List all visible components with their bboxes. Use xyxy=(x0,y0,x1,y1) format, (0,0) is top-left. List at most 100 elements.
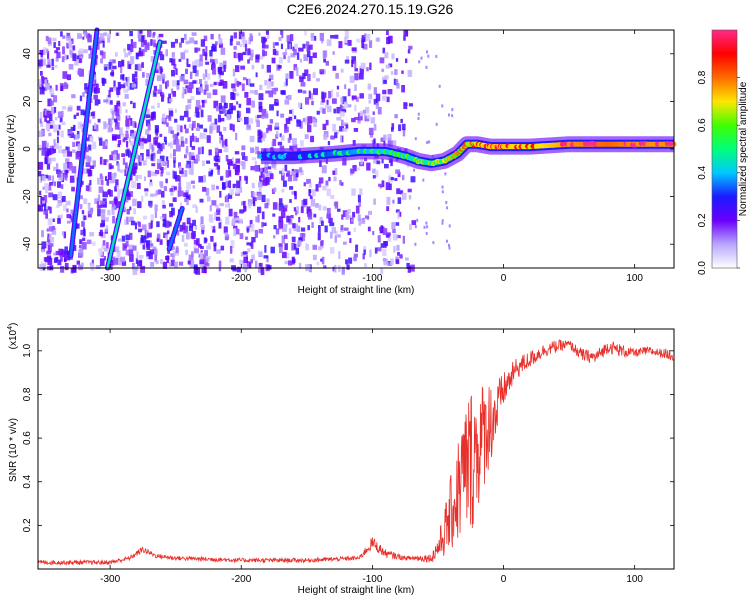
noise-cell xyxy=(213,162,218,167)
noise-cell xyxy=(354,60,357,69)
noise-cell xyxy=(359,93,364,99)
noise-cell xyxy=(88,45,92,51)
noise-cell xyxy=(137,174,143,180)
noise-cell xyxy=(400,118,403,123)
noise-cell xyxy=(194,248,199,254)
noise-cell xyxy=(229,188,235,196)
noise-cell xyxy=(177,190,181,197)
noise-cell xyxy=(281,168,284,176)
noise-cell xyxy=(248,118,254,124)
noise-cell xyxy=(195,47,201,52)
noise-cell xyxy=(342,158,347,166)
noise-cell xyxy=(249,83,255,87)
noise-cell xyxy=(203,89,207,95)
noise-cell xyxy=(228,162,231,170)
noise-cell xyxy=(210,83,214,87)
noise-cell xyxy=(108,123,112,130)
noise-cell xyxy=(328,217,333,224)
noise-cell xyxy=(242,152,246,160)
noise-cell xyxy=(386,196,391,205)
noise-cell xyxy=(386,37,391,45)
noise-cell xyxy=(401,85,405,93)
noise-cell xyxy=(97,177,100,185)
noise-cell xyxy=(269,104,274,111)
noise-cell xyxy=(375,37,381,42)
noise-cell xyxy=(349,75,355,83)
noise-cell xyxy=(47,98,52,107)
noise-cell xyxy=(145,129,150,135)
noise-cell xyxy=(318,177,324,184)
noise-cell xyxy=(343,241,347,245)
noise-cell xyxy=(380,137,385,142)
noise-cell xyxy=(164,220,169,228)
noise-cell xyxy=(140,237,144,244)
noise-cell xyxy=(414,242,417,246)
noise-cell xyxy=(336,91,340,98)
noise-cell xyxy=(97,118,101,123)
noise-cell xyxy=(298,262,302,269)
noise-cell xyxy=(148,240,153,248)
noise-cell xyxy=(142,72,145,78)
noise-cell xyxy=(304,116,309,125)
noise-cell xyxy=(125,120,130,127)
noise-cell xyxy=(204,84,209,92)
noise-cell xyxy=(67,151,73,157)
noise-cell xyxy=(278,243,283,248)
noise-cell xyxy=(279,133,282,138)
noise-cell xyxy=(154,248,158,256)
noise-cell xyxy=(272,42,275,49)
noise-cell xyxy=(278,198,283,205)
noise-cell xyxy=(184,128,189,134)
noise-cell xyxy=(66,32,71,38)
noise-cell xyxy=(278,216,284,222)
noise-cell xyxy=(38,204,43,212)
noise-cell xyxy=(133,131,136,137)
noise-cell xyxy=(257,129,262,137)
noise-cell xyxy=(322,50,327,59)
noise-cell xyxy=(228,193,233,199)
noise-cell xyxy=(127,193,131,200)
noise-cell xyxy=(164,166,167,170)
noise-cell xyxy=(261,211,265,220)
noise-cell xyxy=(193,265,198,274)
noise-cell xyxy=(266,256,269,263)
noise-cell xyxy=(61,121,66,126)
noise-cell xyxy=(321,220,324,226)
noise-cell xyxy=(109,200,114,205)
noise-cell xyxy=(102,141,108,150)
noise-cell xyxy=(341,266,345,274)
noise-cell xyxy=(172,197,177,202)
noise-cell xyxy=(168,93,172,101)
noise-cell xyxy=(308,189,311,197)
noise-cell xyxy=(60,31,63,37)
noise-cell xyxy=(85,162,91,168)
noise-cell xyxy=(308,183,313,188)
noise-cell xyxy=(202,132,207,140)
noise-cell xyxy=(372,168,376,174)
noise-cell xyxy=(289,34,294,42)
noise-cell xyxy=(244,206,247,212)
noise-cell xyxy=(364,263,368,267)
noise-cell xyxy=(103,159,107,166)
noise-cell xyxy=(160,161,166,166)
noise-cell xyxy=(124,219,127,226)
noise-cell xyxy=(385,234,390,238)
noise-cell xyxy=(249,220,253,228)
noise-cell xyxy=(65,169,69,174)
noise-cell xyxy=(234,92,240,97)
noise-cell xyxy=(154,254,158,262)
noise-cell xyxy=(178,166,182,171)
noise-cell xyxy=(132,198,137,207)
noise-cell xyxy=(368,210,372,215)
x-tick-label: -300 xyxy=(100,574,120,585)
noise-cell xyxy=(229,38,233,46)
noise-cell xyxy=(281,235,285,244)
noise-cell xyxy=(148,200,153,207)
noise-cell xyxy=(61,249,65,258)
noise-cell xyxy=(352,211,356,218)
noise-cell xyxy=(228,108,233,114)
noise-cell xyxy=(250,166,255,171)
noise-cell xyxy=(105,225,109,232)
noise-cell xyxy=(171,254,175,260)
noise-cell xyxy=(60,130,64,138)
